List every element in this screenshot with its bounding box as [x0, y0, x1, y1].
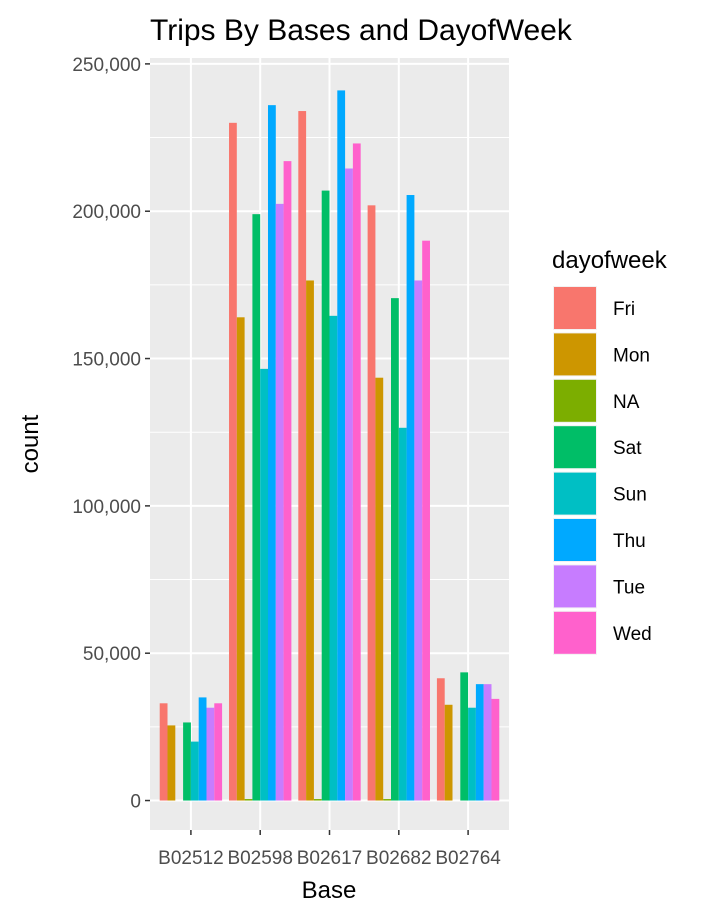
x-tick-label: B02617 [297, 848, 363, 869]
y-tick-label: 100,000 [72, 497, 141, 518]
bars [159, 90, 500, 801]
legend-key-Tue [554, 565, 596, 608]
legend-label-Thu: Thu [613, 531, 646, 552]
y-axis: 0 50,000 100,000 150,000 200,000 250,000 [72, 55, 150, 813]
bar-B02617-Sat [321, 190, 330, 801]
bar-B02682-Sat [391, 298, 399, 801]
legend-key-Sun [554, 472, 596, 515]
bar-B02598-NA [244, 799, 253, 801]
legend-key-Sat [554, 426, 596, 469]
bar-B02512-Fri [159, 703, 168, 801]
bar-B02617-NA [313, 799, 322, 801]
bar-B02512-Wed [214, 703, 223, 801]
bar-B02682-Wed [422, 240, 430, 801]
legend-key-Thu [554, 519, 596, 561]
legend: Fri Mon NA Sat Sun Thu Tue Wed [553, 286, 652, 655]
x-tick-label: B02764 [435, 848, 501, 869]
bar-B02617-Wed [352, 143, 361, 801]
bar-B02682-Mon [375, 377, 384, 801]
bar-B02764-Sat [460, 672, 469, 801]
bar-B02764-Wed [491, 698, 500, 801]
bar-B02764-Mon [444, 704, 453, 801]
legend-key-Mon [554, 333, 596, 376]
legend-title: dayofweek [552, 247, 668, 274]
legend-key-NA [554, 379, 596, 422]
y-tick-label: 250,000 [72, 55, 141, 76]
bar-B02512-Sat [183, 722, 191, 801]
bar-B02764-Thu [475, 684, 484, 801]
bar-B02682-NA [383, 799, 392, 801]
bar-B02764-Sun [468, 707, 476, 801]
x-tick-label: B02598 [227, 848, 293, 869]
legend-key-Wed [554, 611, 596, 654]
bar-B02512-Sun [190, 741, 199, 801]
bar-B02682-Fri [367, 205, 376, 801]
bar-B02764-Tue [483, 684, 492, 801]
legend-label-NA: NA [613, 392, 640, 413]
bar-B02682-Thu [406, 195, 415, 801]
bar-B02617-Mon [306, 280, 314, 801]
bar-B02617-Tue [345, 168, 353, 801]
bar-B02598-Sat [252, 214, 261, 801]
bar-B02512-Tue [206, 707, 215, 801]
bar-B02598-Tue [275, 203, 284, 801]
bar-B02617-Fri [298, 111, 307, 801]
y-tick-label: 200,000 [72, 202, 141, 223]
bar-B02598-Sun [260, 368, 268, 801]
x-tick-label: B02682 [366, 848, 432, 869]
x-axis: B02512 B02598 B02617 B02682 B02764 [158, 830, 501, 869]
bar-B02598-Fri [229, 122, 237, 801]
bar-B02598-Wed [283, 161, 292, 801]
legend-label-Mon: Mon [613, 345, 650, 366]
legend-label-Tue: Tue [613, 577, 645, 598]
y-axis-title: count [17, 414, 44, 473]
bar-B02682-Tue [414, 280, 423, 801]
bar-B02512-Thu [198, 697, 207, 801]
bar-B02598-Thu [267, 105, 276, 801]
x-tick-label: B02512 [158, 848, 224, 869]
bar-B02617-Sun [329, 315, 338, 801]
legend-key-Fri [554, 287, 596, 329]
bar-B02598-Mon [236, 317, 245, 801]
chart-title: Trips By Bases and DayofWeek [150, 14, 573, 47]
bar-B02764-Fri [436, 678, 445, 801]
bar-B02512-Mon [167, 725, 176, 801]
y-tick-label: 50,000 [83, 644, 141, 665]
legend-label-Wed: Wed [613, 624, 652, 645]
y-tick-label: 0 [130, 792, 141, 813]
bar-B02682-Sun [398, 427, 407, 801]
x-axis-title: Base [302, 877, 357, 904]
legend-label-Fri: Fri [613, 299, 635, 320]
y-tick-label: 150,000 [72, 350, 141, 371]
legend-label-Sat: Sat [613, 438, 642, 459]
bar-B02617-Thu [337, 90, 346, 801]
legend-label-Sun: Sun [613, 485, 647, 506]
